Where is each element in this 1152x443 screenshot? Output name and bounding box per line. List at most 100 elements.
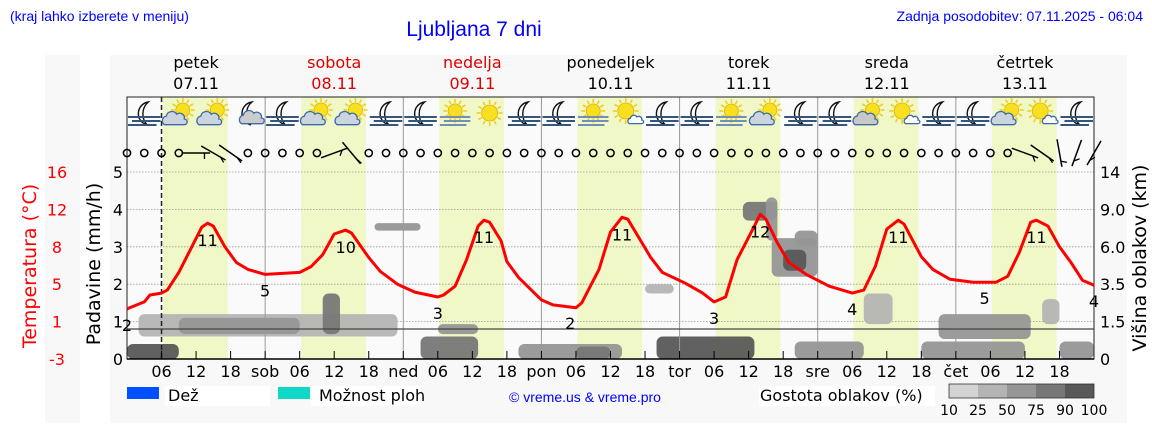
- precipitation-tick-label: 4: [113, 200, 123, 219]
- sun-ray: [861, 103, 866, 107]
- sun-ray: [477, 105, 483, 110]
- day-name: ponedeljek: [567, 53, 656, 72]
- weather-icon-moon-fog: [818, 100, 852, 126]
- location-hint-link[interactable]: (kraj lahko izberete v meniju): [10, 8, 189, 24]
- legend-rain-label: Dež: [168, 386, 199, 405]
- calm-wind-circle: [502, 148, 512, 158]
- calm-wind-circle: [139, 148, 149, 158]
- cloud-icon: [990, 110, 1017, 126]
- cloud-icon: [299, 110, 326, 126]
- sun-ray: [210, 99, 215, 104]
- weather-icon-sun-grey-cloud: [852, 98, 885, 126]
- wind-barb: [1030, 144, 1055, 164]
- cloud-area: [656, 336, 755, 359]
- calm-wind-circle: [916, 148, 926, 158]
- sun-ray: [1018, 103, 1023, 107]
- cloud-height-tick-label: 0: [1100, 350, 1110, 369]
- calm-wind-circle: [122, 148, 132, 158]
- sun-ray: [482, 101, 486, 106]
- sun-ray: [776, 103, 781, 107]
- cloud-area: [938, 314, 1031, 340]
- sun-ray: [1014, 116, 1019, 121]
- sun-ray: [618, 99, 622, 104]
- precipitation-tick-label: 5: [113, 163, 123, 182]
- temperature-tick-label: 16: [47, 163, 67, 182]
- wind-barb-tick: [220, 156, 225, 163]
- temperature-tick-label: 8: [52, 238, 62, 257]
- sun-ray: [176, 99, 180, 104]
- sun-ray: [763, 99, 767, 104]
- sun-ray: [1018, 113, 1023, 117]
- calm-wind-circle: [986, 148, 995, 158]
- weather-icon-moon-fog: [369, 100, 403, 126]
- sun-ray: [189, 113, 194, 117]
- cloud-icon: [627, 114, 645, 125]
- wind-barb: [182, 152, 211, 159]
- sun-ray: [348, 99, 353, 104]
- calm-wind-circle: [381, 148, 391, 158]
- wind-barb: [1086, 140, 1102, 166]
- density-swatch: [978, 384, 1007, 398]
- wind-barb-staff: [1056, 139, 1063, 167]
- wind-barb: [218, 144, 243, 164]
- weather-icon-moon-fog: [956, 100, 990, 126]
- day-date: 08.11: [311, 74, 357, 93]
- cloud-area: [178, 317, 300, 335]
- x-tick-label: 18: [220, 362, 240, 381]
- min-temperature-label: 5: [260, 281, 270, 300]
- wind-barb-tick: [1073, 158, 1080, 162]
- wind-barb-tick: [1060, 160, 1067, 163]
- axes: Temperatura (°C) Padavine (mm/h) Višina …: [19, 53, 1151, 381]
- sun-ray: [324, 99, 328, 104]
- sun-ray: [909, 103, 914, 108]
- x-tick-label: čet: [943, 362, 968, 381]
- calm-wind-circle: [398, 148, 408, 158]
- x-tick-label: 06: [842, 362, 862, 381]
- day-date: 12.11: [864, 74, 910, 93]
- weather-icon-sun-cloud: [161, 98, 195, 126]
- cloud-height-tick-label: 14: [1100, 163, 1120, 182]
- sun-ray: [894, 118, 899, 123]
- legend-rain-swatch: [127, 387, 159, 399]
- calm-wind-circle: [157, 148, 166, 158]
- calm-wind-circle: [692, 148, 702, 158]
- wind-barb-tick: [236, 157, 242, 164]
- wind-barb: [341, 141, 362, 165]
- weather-icon-moon-fog: [507, 100, 541, 126]
- sun-ray: [720, 104, 725, 108]
- calm-wind-circle: [727, 148, 736, 158]
- x-tick-label: ned: [388, 362, 418, 381]
- cloud-icon: [852, 110, 879, 126]
- sun-ray: [461, 104, 466, 108]
- cloud-area: [374, 223, 421, 231]
- credit-link[interactable]: © vreme.us & vreme.pro: [509, 389, 661, 405]
- sun-ray: [879, 103, 884, 107]
- density-scale-frame: [948, 383, 1095, 399]
- x-tick-label: 12: [186, 362, 206, 381]
- sun-ray: [1004, 99, 1009, 104]
- density-swatch: [1036, 384, 1065, 398]
- sun-ray: [724, 100, 729, 105]
- cloud-icon: [196, 110, 223, 126]
- calm-wind-circle: [519, 148, 529, 158]
- x-tick-label: 06: [289, 362, 309, 381]
- cloud-height-tick-label: 6.0: [1100, 238, 1125, 257]
- precipitation-axis-label: Padavine (mm/h): [83, 183, 105, 346]
- left-axis-panel: [45, 55, 80, 423]
- sun-ray: [629, 99, 633, 104]
- x-tick-label: 18: [1049, 362, 1069, 381]
- calm-wind-circle: [675, 148, 684, 158]
- weather-icon-moon-fog: [128, 100, 161, 126]
- cloud-area: [765, 197, 778, 241]
- sun-icon: [1031, 102, 1049, 120]
- weather-icon-sun-fog: [577, 99, 609, 126]
- density-step-label: 100: [1081, 403, 1108, 419]
- x-tick-label: 18: [359, 362, 379, 381]
- weather-icon-sun-cloud: [990, 98, 1024, 126]
- weather-icon-moon-fog: [784, 100, 817, 126]
- weather-icon-moon-fog: [680, 100, 714, 126]
- cloud-area: [794, 230, 818, 246]
- calm-wind-circle: [606, 148, 615, 158]
- calm-wind-circle: [847, 148, 857, 158]
